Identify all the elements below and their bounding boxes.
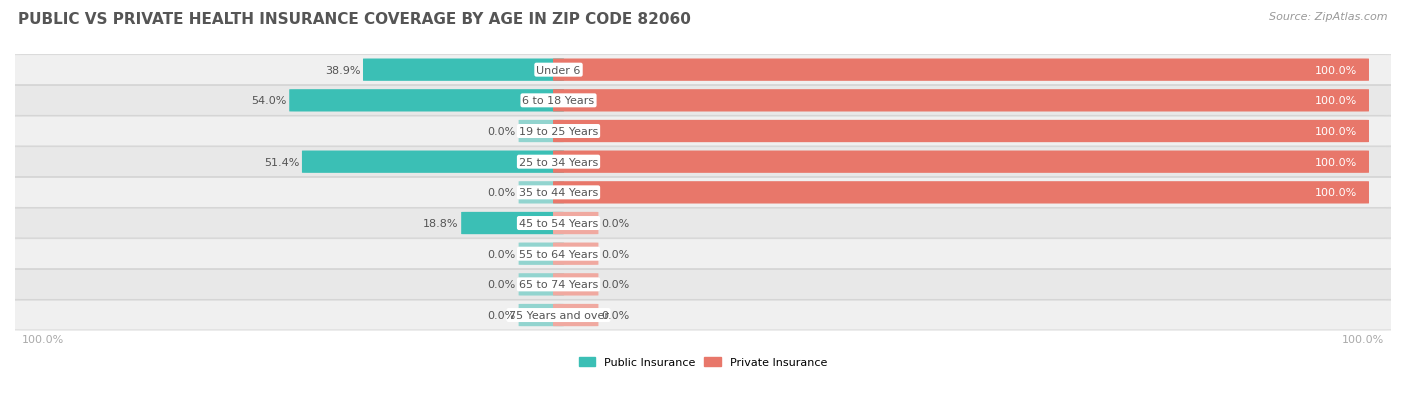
FancyBboxPatch shape — [519, 304, 564, 326]
FancyBboxPatch shape — [519, 273, 564, 296]
Text: 0.0%: 0.0% — [488, 280, 516, 290]
Text: 25 to 34 Years: 25 to 34 Years — [519, 157, 598, 167]
Text: Under 6: Under 6 — [536, 66, 581, 76]
FancyBboxPatch shape — [11, 300, 1395, 330]
FancyBboxPatch shape — [519, 121, 564, 143]
Text: 0.0%: 0.0% — [488, 249, 516, 259]
FancyBboxPatch shape — [519, 182, 564, 204]
FancyBboxPatch shape — [553, 151, 1369, 173]
FancyBboxPatch shape — [11, 209, 1395, 238]
Text: 18.8%: 18.8% — [423, 218, 458, 228]
FancyBboxPatch shape — [11, 117, 1395, 147]
FancyBboxPatch shape — [11, 239, 1395, 269]
Text: 51.4%: 51.4% — [264, 157, 299, 167]
Text: 0.0%: 0.0% — [602, 249, 630, 259]
Text: 75 Years and over: 75 Years and over — [509, 310, 609, 320]
FancyBboxPatch shape — [553, 121, 1369, 143]
Text: 100.0%: 100.0% — [1315, 157, 1357, 167]
Legend: Public Insurance, Private Insurance: Public Insurance, Private Insurance — [574, 352, 832, 372]
FancyBboxPatch shape — [11, 147, 1395, 177]
Text: PUBLIC VS PRIVATE HEALTH INSURANCE COVERAGE BY AGE IN ZIP CODE 82060: PUBLIC VS PRIVATE HEALTH INSURANCE COVER… — [18, 12, 692, 27]
Text: 100.0%: 100.0% — [1315, 188, 1357, 198]
FancyBboxPatch shape — [302, 151, 564, 173]
Text: 100.0%: 100.0% — [1315, 96, 1357, 106]
FancyBboxPatch shape — [11, 178, 1395, 208]
FancyBboxPatch shape — [11, 86, 1395, 116]
FancyBboxPatch shape — [553, 304, 599, 326]
Text: 0.0%: 0.0% — [602, 218, 630, 228]
FancyBboxPatch shape — [461, 212, 564, 235]
FancyBboxPatch shape — [363, 59, 564, 82]
FancyBboxPatch shape — [553, 90, 1369, 112]
Text: 100.0%: 100.0% — [1341, 334, 1384, 344]
Text: 54.0%: 54.0% — [252, 96, 287, 106]
Text: 65 to 74 Years: 65 to 74 Years — [519, 280, 598, 290]
Text: 0.0%: 0.0% — [602, 280, 630, 290]
FancyBboxPatch shape — [553, 182, 1369, 204]
Text: 45 to 54 Years: 45 to 54 Years — [519, 218, 598, 228]
Text: 0.0%: 0.0% — [602, 310, 630, 320]
FancyBboxPatch shape — [553, 212, 599, 235]
Text: 19 to 25 Years: 19 to 25 Years — [519, 127, 598, 137]
Text: 35 to 44 Years: 35 to 44 Years — [519, 188, 598, 198]
Text: 6 to 18 Years: 6 to 18 Years — [523, 96, 595, 106]
Text: 55 to 64 Years: 55 to 64 Years — [519, 249, 598, 259]
FancyBboxPatch shape — [11, 270, 1395, 299]
Text: 38.9%: 38.9% — [325, 66, 360, 76]
Text: 0.0%: 0.0% — [488, 188, 516, 198]
Text: Source: ZipAtlas.com: Source: ZipAtlas.com — [1270, 12, 1388, 22]
Text: 0.0%: 0.0% — [488, 310, 516, 320]
FancyBboxPatch shape — [290, 90, 564, 112]
FancyBboxPatch shape — [553, 273, 599, 296]
Text: 100.0%: 100.0% — [1315, 127, 1357, 137]
FancyBboxPatch shape — [519, 243, 564, 265]
Text: 100.0%: 100.0% — [22, 334, 65, 344]
FancyBboxPatch shape — [553, 59, 1369, 82]
Text: 0.0%: 0.0% — [488, 127, 516, 137]
Text: 100.0%: 100.0% — [1315, 66, 1357, 76]
FancyBboxPatch shape — [553, 243, 599, 265]
FancyBboxPatch shape — [11, 56, 1395, 85]
